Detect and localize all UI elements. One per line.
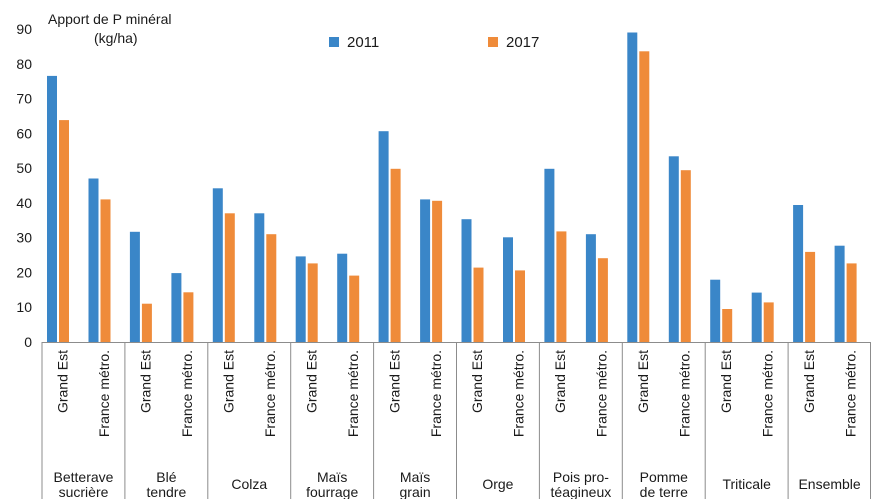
bar-2017 — [224, 213, 235, 342]
y-axis: 0 10 20 30 40 50 60 70 80 90 — [16, 21, 32, 350]
region-tick-label: France métro. — [511, 350, 527, 437]
bar-2017 — [349, 275, 360, 342]
bar-2011 — [337, 253, 348, 342]
region-tick-label: France métro. — [262, 350, 278, 437]
bar-2011 — [254, 213, 265, 342]
bar-2017 — [266, 234, 277, 342]
region-tick-label: France métro. — [677, 350, 693, 437]
bar-2017 — [515, 270, 525, 342]
legend-swatch-2017 — [488, 37, 498, 47]
bar-2011 — [212, 188, 223, 342]
bar-2017 — [722, 309, 733, 342]
y-tick-label: 40 — [16, 195, 32, 211]
bar-2011 — [585, 234, 596, 342]
chart-title: Apport de P minéral — [48, 11, 171, 27]
crop-group-label: Pomme — [640, 469, 688, 485]
bar-2017 — [141, 303, 152, 342]
bar-2011 — [503, 237, 513, 342]
bar-2011 — [378, 131, 389, 342]
region-tick-label: Grand Est — [55, 350, 71, 413]
crop-group-label: Maïs — [317, 469, 347, 485]
crop-group-label: tendre — [147, 484, 187, 499]
y-tick-label: 30 — [16, 230, 32, 246]
crop-group-label: Triticale — [722, 476, 771, 492]
crop-group-label: Ensemble — [798, 476, 860, 492]
bar-2011 — [710, 279, 721, 342]
y-tick-label: 90 — [16, 21, 32, 37]
bar-2011 — [793, 205, 804, 342]
y-tick-label: 0 — [24, 334, 32, 350]
region-tick-label: France métro. — [345, 350, 361, 437]
y-tick-label: 80 — [16, 56, 32, 72]
bar-2011 — [88, 178, 99, 342]
region-tick-label: Grand Est — [718, 350, 734, 413]
bar-2017 — [597, 258, 608, 342]
bar-2011 — [420, 199, 431, 342]
crop-group-label: fourrage — [306, 484, 358, 499]
bar-2017 — [639, 51, 650, 343]
bar-2017 — [846, 263, 857, 342]
region-tick-label: Grand Est — [386, 350, 402, 413]
region-tick-label: Grand Est — [303, 350, 319, 413]
crop-group-label: sucrière — [59, 484, 109, 499]
y-tick-label: 60 — [16, 125, 32, 141]
bar-2011 — [461, 219, 472, 342]
region-tick-label: Grand Est — [138, 350, 154, 413]
region-tick-label: France métro. — [96, 350, 112, 437]
bar-2017 — [473, 267, 484, 342]
crop-group-label: Blé — [156, 469, 176, 485]
region-tick-label: Grand Est — [635, 350, 651, 413]
bar-2011 — [171, 273, 182, 342]
region-tick-label: Grand Est — [552, 350, 568, 413]
region-tick-label: France métro. — [594, 350, 610, 437]
bar-2017 — [59, 120, 69, 342]
legend-label-2017: 2017 — [506, 34, 539, 51]
region-tick-label: France métro. — [842, 350, 858, 437]
bar-2017 — [432, 200, 443, 342]
bar-2011 — [47, 75, 57, 343]
legend-label-2011: 2011 — [347, 34, 379, 51]
y-tick-label: 70 — [16, 91, 32, 107]
crop-group-label: grain — [400, 484, 431, 499]
bar-2011 — [129, 231, 140, 342]
y-tick-label: 50 — [16, 160, 32, 176]
crop-group-label: téagineux — [551, 484, 612, 499]
bar-2011 — [295, 256, 306, 342]
crop-group-label: Betterave — [54, 469, 114, 485]
bar-2011 — [751, 292, 762, 342]
bar-2017 — [763, 302, 774, 342]
bar-2017 — [390, 168, 401, 342]
x-axis: Grand Est France métro. Grand Est France mé… — [41, 342, 871, 499]
y-tick-label: 20 — [16, 264, 32, 280]
crop-group-label: Colza — [231, 476, 267, 492]
region-tick-label: Grand Est — [221, 350, 237, 413]
crop-group-label: de terre — [640, 484, 688, 499]
bar-2011 — [544, 168, 555, 342]
crop-group-label: Maïs — [400, 469, 430, 485]
region-tick-label: France métro. — [759, 350, 775, 437]
bar-2017 — [680, 170, 691, 342]
bar-2011 — [668, 156, 679, 342]
bar-2017 — [805, 251, 816, 342]
bar-2011 — [627, 32, 638, 342]
bar-2017 — [307, 263, 318, 342]
region-tick-label: Grand Est — [801, 350, 817, 413]
crop-group-label: Orge — [482, 476, 513, 492]
region-tick-label: France métro. — [179, 350, 195, 437]
bar-2017 — [100, 199, 111, 342]
legend-swatch-2011 — [329, 37, 339, 47]
crop-group-label: Pois pro- — [553, 469, 609, 485]
region-tick-label: Grand Est — [469, 350, 485, 413]
y-tick-label: 10 — [16, 299, 32, 315]
y-axis-unit: (kg/ha) — [94, 30, 138, 46]
bar-2017 — [556, 231, 567, 342]
bars — [47, 32, 857, 343]
bar-2011 — [834, 245, 845, 342]
region-tick-label: France métro. — [428, 350, 444, 437]
legend: 2011 2017 — [329, 34, 539, 51]
bar-2017 — [183, 292, 194, 342]
